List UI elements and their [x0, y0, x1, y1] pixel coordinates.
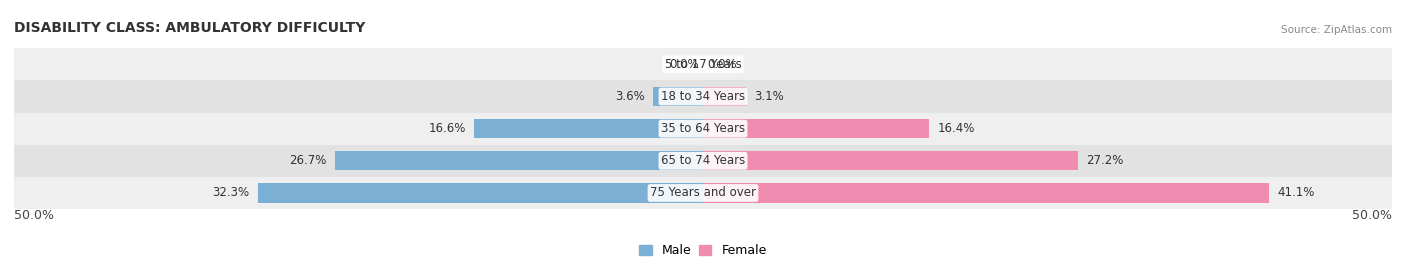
Bar — [14, 113, 1392, 145]
Text: 75 Years and over: 75 Years and over — [650, 187, 756, 199]
Bar — [703, 151, 1078, 170]
Text: DISABILITY CLASS: AMBULATORY DIFFICULTY: DISABILITY CLASS: AMBULATORY DIFFICULTY — [14, 21, 366, 35]
Text: 0.0%: 0.0% — [707, 58, 737, 71]
Legend: Male, Female: Male, Female — [640, 244, 766, 257]
Bar — [257, 183, 703, 203]
Bar — [14, 80, 1392, 113]
Text: 5 to 17 Years: 5 to 17 Years — [665, 58, 741, 71]
Text: 41.1%: 41.1% — [1278, 187, 1315, 199]
Text: 18 to 34 Years: 18 to 34 Years — [661, 90, 745, 103]
Text: 16.6%: 16.6% — [429, 122, 465, 135]
Bar — [14, 48, 1392, 80]
Bar — [14, 145, 1392, 177]
Text: 35 to 64 Years: 35 to 64 Years — [661, 122, 745, 135]
Bar — [703, 119, 929, 138]
Text: 0.0%: 0.0% — [669, 58, 699, 71]
Bar — [335, 151, 703, 170]
Text: 3.1%: 3.1% — [754, 90, 783, 103]
Text: 65 to 74 Years: 65 to 74 Years — [661, 154, 745, 167]
Text: 16.4%: 16.4% — [938, 122, 974, 135]
Bar — [703, 87, 745, 106]
Text: Source: ZipAtlas.com: Source: ZipAtlas.com — [1281, 25, 1392, 35]
Text: 3.6%: 3.6% — [616, 90, 645, 103]
Text: 50.0%: 50.0% — [14, 209, 53, 222]
Text: 27.2%: 27.2% — [1085, 154, 1123, 167]
Text: 32.3%: 32.3% — [212, 187, 250, 199]
Bar — [474, 119, 703, 138]
Bar — [14, 177, 1392, 209]
Bar — [654, 87, 703, 106]
Text: 50.0%: 50.0% — [1353, 209, 1392, 222]
Bar — [703, 183, 1270, 203]
Text: 26.7%: 26.7% — [290, 154, 326, 167]
